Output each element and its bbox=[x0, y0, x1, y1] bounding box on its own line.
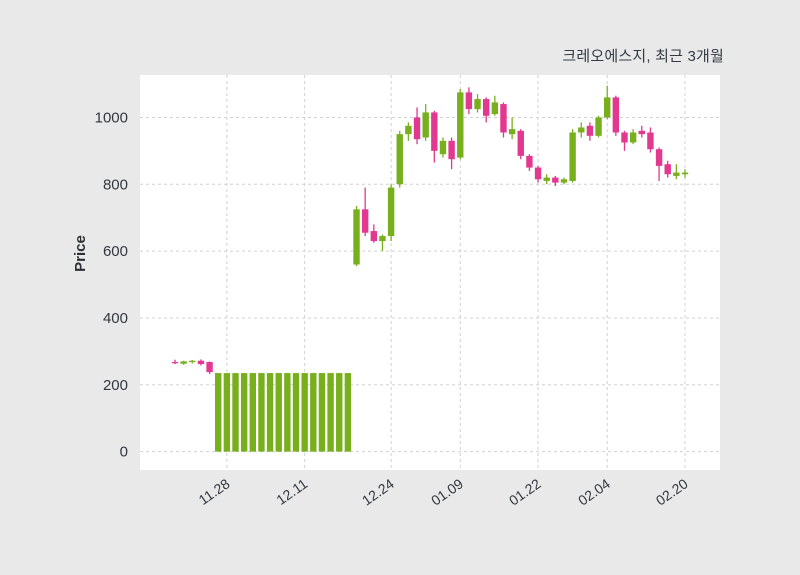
candle-body bbox=[604, 97, 611, 118]
candle-body bbox=[474, 99, 481, 110]
candle-body bbox=[370, 231, 378, 242]
candle-body bbox=[534, 167, 542, 180]
candle-body bbox=[249, 373, 256, 452]
candle-body bbox=[387, 187, 395, 237]
y-tick-label: 800 bbox=[103, 176, 128, 193]
candle-body bbox=[526, 155, 533, 168]
candle-body bbox=[180, 361, 187, 364]
candle-body bbox=[422, 112, 429, 138]
candle-body bbox=[318, 373, 326, 452]
candle-body bbox=[612, 97, 620, 133]
candle-body bbox=[396, 134, 403, 185]
candle-body bbox=[189, 360, 196, 363]
candle-body bbox=[379, 236, 386, 242]
candle-body bbox=[569, 132, 576, 181]
candle-body bbox=[655, 149, 663, 166]
candle-body bbox=[586, 125, 594, 136]
candle-body bbox=[353, 209, 360, 265]
candle-body bbox=[543, 177, 550, 181]
y-tick-label: 600 bbox=[103, 243, 128, 260]
candle-body bbox=[465, 92, 473, 110]
candle-body bbox=[197, 360, 205, 365]
candle-body bbox=[491, 102, 499, 115]
candle-body bbox=[578, 127, 585, 133]
candle-body bbox=[621, 132, 628, 143]
candle-body bbox=[336, 373, 343, 452]
candle-body bbox=[301, 373, 308, 452]
y-tick-label: 200 bbox=[103, 377, 128, 394]
candle-body bbox=[405, 125, 412, 135]
candle-body bbox=[508, 129, 516, 135]
x-tick-label: 12.24 bbox=[359, 475, 397, 508]
candle-body bbox=[664, 164, 671, 175]
x-tick-label: 02.04 bbox=[575, 475, 613, 508]
x-tick-label: 11.28 bbox=[196, 475, 233, 508]
candle-body bbox=[500, 104, 507, 133]
candle-body bbox=[258, 373, 265, 452]
candle-body bbox=[266, 373, 274, 452]
candle-body bbox=[482, 99, 490, 116]
x-tick-label: 02.20 bbox=[653, 475, 691, 508]
candle-body bbox=[240, 373, 248, 452]
y-tick-label: 0 bbox=[120, 444, 128, 461]
candle-body bbox=[232, 373, 239, 452]
candle-body bbox=[457, 92, 464, 158]
candle-body bbox=[647, 132, 654, 150]
candle-body bbox=[431, 112, 438, 151]
candle-body bbox=[552, 177, 559, 183]
candle-body bbox=[439, 140, 447, 155]
candle-body bbox=[206, 362, 213, 373]
candle-body bbox=[517, 130, 524, 156]
candle-body bbox=[361, 209, 369, 233]
y-tick-label: 400 bbox=[103, 310, 128, 327]
candle-body bbox=[344, 373, 352, 452]
x-tick-label: 01.09 bbox=[428, 475, 466, 508]
candle-body bbox=[681, 172, 689, 175]
candle-body bbox=[215, 373, 222, 452]
x-tick-label: 01.22 bbox=[506, 475, 544, 508]
candle-body bbox=[560, 179, 568, 183]
candle-body bbox=[413, 117, 421, 140]
candle-body bbox=[327, 373, 334, 452]
y-axis-label: Price bbox=[71, 235, 89, 272]
candle-body bbox=[275, 373, 282, 452]
candle-body bbox=[595, 117, 602, 136]
candle-body bbox=[171, 362, 179, 364]
candle-body bbox=[223, 373, 231, 452]
chart-title: 크레오에스지, 최근 3개월 bbox=[562, 48, 724, 65]
candle-body bbox=[448, 140, 455, 160]
candle-body bbox=[673, 172, 680, 176]
y-tick-label: 1000 bbox=[95, 109, 128, 126]
candle-body bbox=[310, 373, 317, 452]
candle-body bbox=[284, 373, 291, 452]
candle-body bbox=[638, 130, 645, 135]
x-tick-label: 12.11 bbox=[273, 475, 310, 508]
candle-body bbox=[292, 373, 300, 452]
candle-body bbox=[629, 132, 637, 143]
